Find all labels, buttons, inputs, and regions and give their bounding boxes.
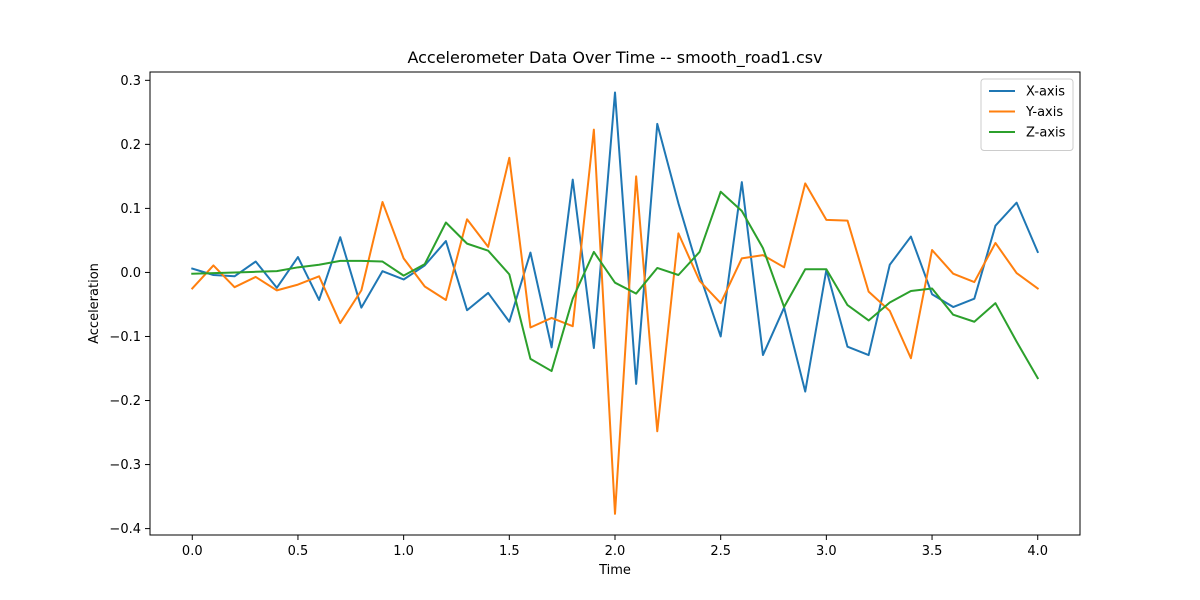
y-tick-label: −0.4	[109, 522, 141, 537]
x-tick-label: 2.0	[605, 544, 626, 559]
series-line-y-axis	[190, 128, 1040, 515]
y-tick-label: 0.2	[120, 138, 141, 153]
x-tick-label: 4.0	[1027, 544, 1048, 559]
x-tick-label: 1.0	[393, 544, 414, 559]
x-tick-label: 0.5	[288, 544, 309, 559]
x-tick-label: 3.0	[816, 544, 837, 559]
x-tick-label: 0.0	[182, 544, 203, 559]
x-tick-label: 1.5	[499, 544, 520, 559]
y-tick-label: 0.3	[120, 74, 141, 89]
x-axis-label: Time	[598, 563, 631, 578]
y-tick-label: −0.3	[109, 458, 141, 473]
chart-title: Accelerometer Data Over Time -- smooth_r…	[407, 48, 822, 68]
series-line-x-axis	[191, 91, 1040, 393]
y-axis-ticks: −0.4 −0.3 −0.2 −0.1 0.0 0.1 0.2 0.3	[109, 74, 150, 537]
y-tick-label: −0.1	[109, 330, 141, 345]
y-axis-label: Acceleration	[87, 263, 102, 344]
legend: X-axis Y-axis Z-axis	[980, 78, 1074, 151]
legend-label: Y-axis	[1025, 105, 1063, 120]
legend-label: X-axis	[1026, 85, 1065, 100]
series-line-z-axis	[191, 190, 1040, 380]
x-tick-label: 3.5	[922, 544, 943, 559]
plot-area	[150, 72, 1080, 535]
x-tick-label: 2.5	[710, 544, 731, 559]
series-layer	[190, 91, 1040, 515]
x-axis-ticks: 0.0 0.5 1.0 1.5 2.0 2.5 3.0 3.5 4.0	[182, 535, 1048, 559]
y-tick-label: 0.0	[120, 266, 141, 281]
legend-label: Z-axis	[1026, 126, 1066, 141]
y-tick-label: −0.2	[109, 394, 141, 409]
y-tick-label: 0.1	[120, 202, 141, 217]
